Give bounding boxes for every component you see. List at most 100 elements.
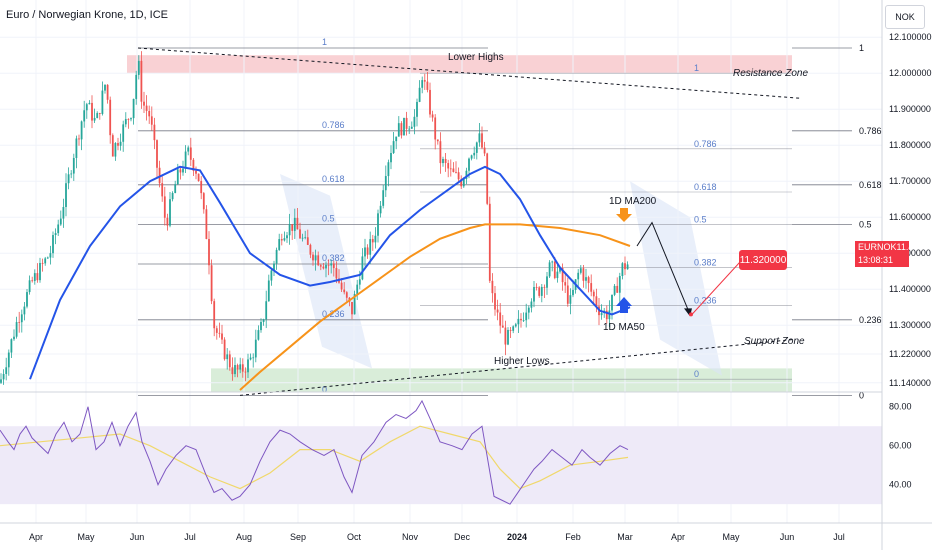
candle-body bbox=[317, 255, 320, 266]
fib-level-label: 0.5 bbox=[694, 214, 707, 224]
candle-body bbox=[176, 169, 179, 185]
candle-body bbox=[158, 167, 161, 184]
candle-body bbox=[26, 292, 28, 307]
candle-body bbox=[390, 153, 392, 163]
candle-body bbox=[283, 238, 286, 241]
candle-body bbox=[169, 199, 171, 226]
time-tick-label: Sep bbox=[290, 532, 306, 542]
candle-body bbox=[579, 268, 582, 273]
candle-body bbox=[124, 119, 127, 125]
candle-body bbox=[590, 283, 593, 292]
candle-body bbox=[143, 101, 145, 106]
candle-body bbox=[559, 267, 561, 272]
candle-body bbox=[182, 168, 184, 173]
fib-axis-label: 0 bbox=[859, 390, 864, 400]
candle-body bbox=[140, 60, 143, 102]
candle-body bbox=[85, 104, 88, 111]
candle-body bbox=[361, 256, 364, 280]
time-tick-label: 2024 bbox=[507, 532, 527, 542]
candle-body bbox=[137, 60, 140, 75]
candle-body bbox=[262, 319, 265, 322]
candle-body bbox=[626, 264, 629, 270]
candle-body bbox=[517, 318, 520, 325]
price-tick-label: 11.140000 bbox=[889, 378, 931, 388]
candle-body bbox=[561, 267, 564, 283]
candle-body bbox=[462, 178, 465, 187]
candle-body bbox=[75, 138, 78, 158]
candle-body bbox=[374, 235, 377, 243]
fib-level-label: 0 bbox=[322, 384, 327, 394]
candle-body bbox=[304, 237, 307, 239]
currency-button[interactable]: NOK bbox=[885, 5, 925, 29]
candle-body bbox=[429, 89, 431, 115]
candle-body bbox=[265, 301, 268, 320]
candle-body bbox=[72, 157, 75, 174]
candle-body bbox=[119, 141, 122, 146]
price-tick-label: 11.700000 bbox=[889, 176, 931, 186]
rsi-tick-label: 80.00 bbox=[889, 402, 912, 412]
time-tick-label: Mar bbox=[617, 532, 633, 542]
candles-layer bbox=[0, 51, 629, 385]
candle-body bbox=[249, 357, 252, 360]
candle-body bbox=[468, 158, 470, 171]
candle-body bbox=[132, 98, 135, 119]
candle-body bbox=[369, 239, 372, 255]
time-tick-label: Dec bbox=[454, 532, 471, 542]
candle-body bbox=[179, 169, 182, 173]
candle-body bbox=[148, 110, 151, 117]
time-tick-label: Aug bbox=[236, 532, 252, 542]
candle-body bbox=[444, 158, 447, 164]
candle-body bbox=[223, 339, 226, 360]
candle-body bbox=[345, 292, 348, 298]
candle-body bbox=[184, 151, 187, 169]
candle-body bbox=[592, 291, 595, 297]
candle-body bbox=[195, 170, 197, 174]
candle-body bbox=[130, 118, 132, 120]
candle-body bbox=[163, 196, 166, 218]
candle-body bbox=[499, 312, 502, 326]
candle-body bbox=[234, 365, 236, 375]
candle-body bbox=[624, 263, 626, 270]
lower-highs-label: Lower Highs bbox=[448, 52, 504, 63]
candle-body bbox=[405, 117, 408, 129]
candle-body bbox=[166, 217, 169, 226]
lower-highs-trendline bbox=[137, 47, 803, 99]
candle-body bbox=[46, 257, 49, 259]
candle-body bbox=[226, 354, 229, 360]
candle-body bbox=[611, 294, 613, 311]
candle-body bbox=[371, 239, 374, 243]
arrow-down-icon bbox=[616, 208, 632, 222]
candle-body bbox=[106, 84, 109, 100]
candle-body bbox=[457, 172, 460, 180]
rsi-ma-line bbox=[0, 425, 629, 490]
candle-body bbox=[449, 168, 452, 170]
zones-layer bbox=[127, 55, 792, 392]
target-connector bbox=[691, 261, 741, 315]
price-tick-label: 11.900000 bbox=[889, 104, 931, 114]
candle-body bbox=[325, 264, 327, 269]
time-tick-label: Apr bbox=[671, 532, 685, 542]
candle-body bbox=[455, 171, 457, 173]
candle-body bbox=[288, 224, 291, 236]
arrow-up-icon bbox=[616, 297, 632, 313]
candle-body bbox=[512, 326, 515, 331]
candle-body bbox=[452, 168, 455, 172]
ma50-line bbox=[29, 165, 631, 380]
candle-body bbox=[340, 282, 343, 290]
candle-body bbox=[231, 367, 234, 375]
candle-body bbox=[83, 110, 86, 122]
time-tick-label: Nov bbox=[402, 532, 419, 542]
candle-body bbox=[366, 247, 369, 255]
candle-body bbox=[20, 314, 23, 323]
candle-body bbox=[507, 329, 509, 345]
candle-body bbox=[2, 373, 5, 380]
candle-body bbox=[587, 277, 590, 284]
candle-body bbox=[481, 133, 483, 148]
candle-body bbox=[91, 102, 93, 121]
candle-body bbox=[403, 117, 405, 136]
candle-body bbox=[150, 116, 153, 125]
candle-body bbox=[410, 126, 413, 129]
candle-body bbox=[460, 179, 463, 187]
candle-body bbox=[189, 147, 192, 160]
